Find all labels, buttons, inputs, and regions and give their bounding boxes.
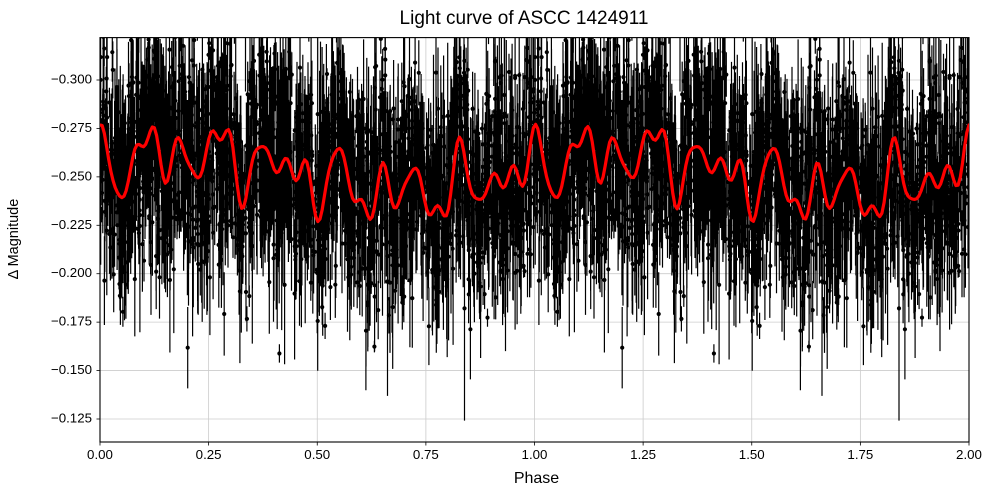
svg-text:−0.275: −0.275	[51, 120, 92, 135]
svg-text:−0.250: −0.250	[51, 168, 92, 183]
svg-text:1.50: 1.50	[739, 447, 765, 462]
svg-text:0.00: 0.00	[87, 447, 113, 462]
svg-text:−0.300: −0.300	[51, 72, 92, 87]
svg-text:1.25: 1.25	[630, 447, 656, 462]
svg-text:2.00: 2.00	[956, 447, 982, 462]
svg-text:−0.150: −0.150	[51, 362, 92, 377]
svg-text:Light curve of ASCC 1424911: Light curve of ASCC 1424911	[400, 8, 649, 29]
svg-text:0.25: 0.25	[196, 447, 222, 462]
svg-text:−0.125: −0.125	[51, 411, 92, 426]
svg-text:Δ Magnitude: Δ Magnitude	[6, 199, 22, 280]
svg-text:0.75: 0.75	[413, 447, 439, 462]
svg-text:0.50: 0.50	[304, 447, 330, 462]
svg-text:−0.200: −0.200	[51, 265, 92, 280]
svg-text:−0.225: −0.225	[51, 217, 92, 232]
svg-text:1.00: 1.00	[522, 447, 548, 462]
svg-text:Phase: Phase	[514, 470, 559, 487]
svg-text:−0.175: −0.175	[51, 314, 92, 329]
svg-text:1.75: 1.75	[847, 447, 873, 462]
